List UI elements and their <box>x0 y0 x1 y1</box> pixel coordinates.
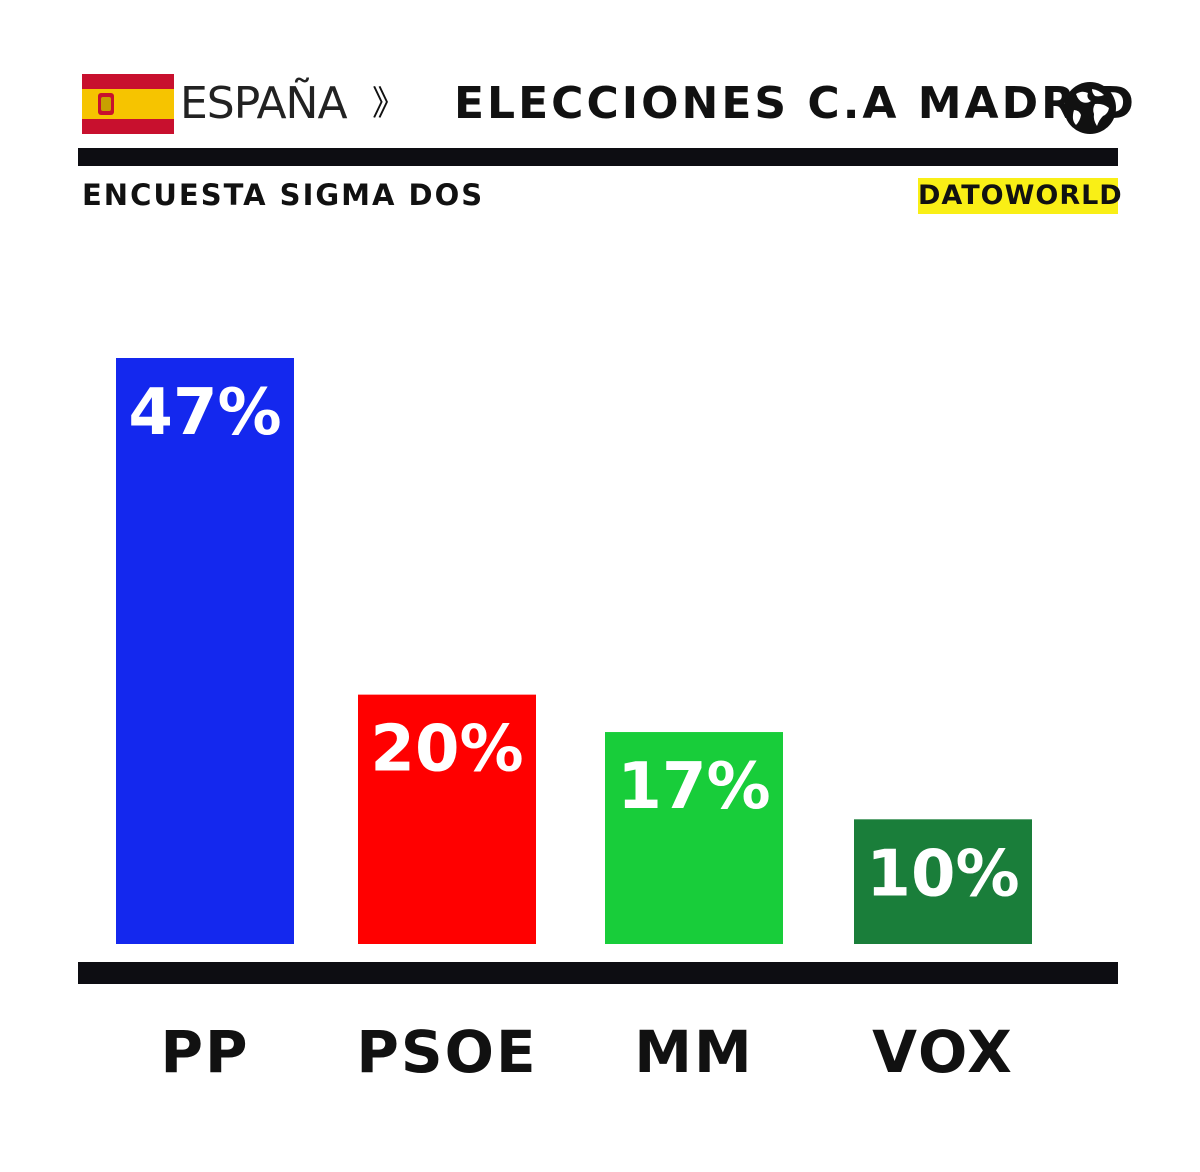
header: ESPAÑA 》 ELECCIONES C.A MADRID <box>82 72 1134 136</box>
data-label-mm: 17% <box>617 750 770 824</box>
bars-group <box>116 358 1032 944</box>
page-title: ELECCIONES C.A MADRID <box>454 78 1137 129</box>
brand-badge: DATOWORLD <box>918 178 1122 214</box>
spain-flag-icon <box>82 74 174 134</box>
top-divider <box>78 148 1118 166</box>
category-label-pp: PP <box>160 1018 249 1086</box>
globe-icon <box>1064 82 1116 134</box>
category-label-mm: MM <box>634 1018 753 1086</box>
data-labels-group: 47% 20% 17% 10% <box>128 376 1019 911</box>
bar-vox <box>854 819 1032 944</box>
breadcrumb-separator: 》 <box>372 84 406 124</box>
flag-red-band-bottom <box>82 119 174 134</box>
flag-yellow-band <box>82 89 174 119</box>
data-label-vox: 10% <box>866 837 1019 911</box>
data-label-pp: 47% <box>128 376 281 450</box>
bar-psoe <box>358 694 536 944</box>
flag-emblem-icon <box>98 93 114 115</box>
country-label: ESPAÑA <box>180 78 348 129</box>
bar-mm <box>605 732 783 944</box>
bar-pp <box>116 358 294 944</box>
category-label-psoe: PSOE <box>356 1018 537 1086</box>
data-label-psoe: 20% <box>370 713 523 787</box>
category-label-vox: VOX <box>872 1018 1014 1086</box>
chart-baseline <box>78 962 1118 984</box>
subtitle: ENCUESTA SIGMA DOS <box>82 178 485 212</box>
flag-red-band-top <box>82 74 174 89</box>
category-labels-group: PP PSOE MM VOX <box>160 1018 1014 1086</box>
